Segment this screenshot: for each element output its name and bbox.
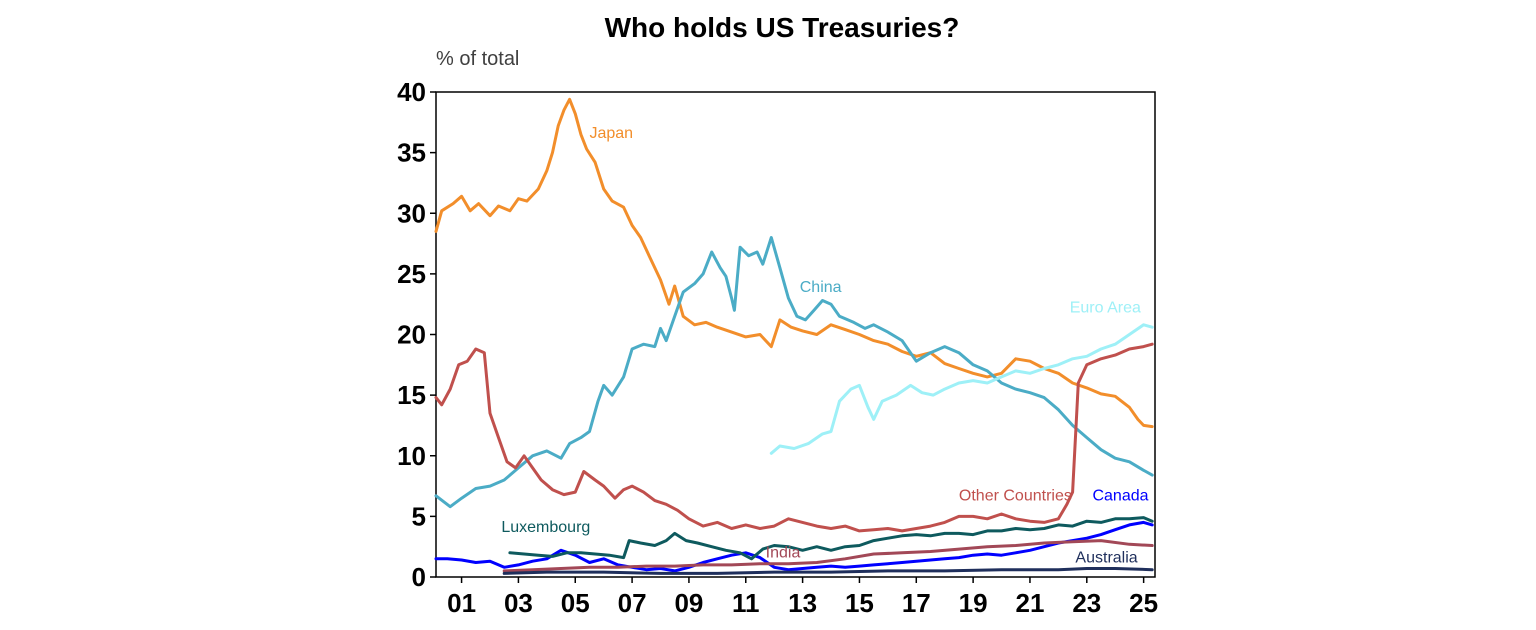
x-tick-label: 23 [1072,588,1101,618]
y-axis-ticks: 0 5 10 15 20 25 30 35 40 [397,77,436,592]
y-tick-35: 35 [397,138,436,168]
series-label-euro-area: Euro Area [1070,300,1141,317]
x-tick-label: 09 [674,588,703,618]
x-tick-label: 19 [959,588,988,618]
y-tick-40: 40 [397,77,436,107]
x-axis-ticks: 01 03 05 07 09 11 13 15 17 19 21 23 25 [447,577,1158,618]
x-tick-label: 05 [561,588,590,618]
x-tick-23: 23 [1072,577,1101,618]
series-label-india: India [766,545,801,562]
y-tick-30: 30 [397,198,436,228]
x-tick-03: 03 [504,577,533,618]
x-tick-17: 17 [902,577,931,618]
series-label-japan: Japan [589,125,633,142]
series-label-other-countries: Other Countries [959,488,1072,505]
y-tick-0: 0 [412,562,436,592]
y-tick-label: 5 [412,501,426,531]
y-tick-label: 0 [412,562,426,592]
y-tick-label: 10 [397,441,426,471]
y-tick-label: 30 [397,198,426,228]
y-tick-20: 20 [397,320,436,350]
series-line-luxembourg [510,518,1152,559]
series-label-china: China [800,279,842,296]
y-tick-5: 5 [412,501,436,531]
y-tick-label: 20 [397,320,426,350]
series-line-japan [436,99,1152,426]
y-tick-label: 40 [397,77,426,107]
series-labels: Japan China Euro Area Other Countries Canada… [501,125,1148,566]
x-tick-13: 13 [788,577,817,618]
x-tick-label: 01 [447,588,476,618]
y-tick-label: 15 [397,380,426,410]
x-tick-07: 07 [618,577,647,618]
y-tick-25: 25 [397,259,436,289]
x-tick-25: 25 [1129,577,1158,618]
x-tick-11: 11 [732,577,760,618]
x-tick-label: 13 [788,588,817,618]
x-tick-label: 25 [1129,588,1158,618]
series-line-euro-area [771,325,1152,454]
x-tick-09: 09 [674,577,703,618]
x-tick-label: 03 [504,588,533,618]
x-tick-21: 21 [1015,577,1044,618]
chart-title: Who holds US Treasuries? [605,12,960,43]
series-line-china [436,238,1152,507]
series-label-canada: Canada [1092,488,1148,505]
y-tick-label: 35 [397,138,426,168]
y-tick-15: 15 [397,380,436,410]
y-axis-label: % of total [436,48,519,70]
y-tick-10: 10 [397,441,436,471]
x-tick-01: 01 [447,577,476,618]
series-label-luxembourg: Luxembourg [501,519,590,536]
y-tick-label: 25 [397,259,426,289]
x-tick-19: 19 [959,577,988,618]
series-line-australia [504,569,1152,574]
x-tick-label: 11 [732,588,760,618]
x-tick-label: 17 [902,588,931,618]
x-tick-label: 21 [1015,588,1044,618]
x-tick-05: 05 [561,577,590,618]
x-tick-15: 15 [845,577,874,618]
x-tick-label: 15 [845,588,874,618]
x-tick-label: 07 [618,588,647,618]
series-label-australia: Australia [1075,549,1137,566]
